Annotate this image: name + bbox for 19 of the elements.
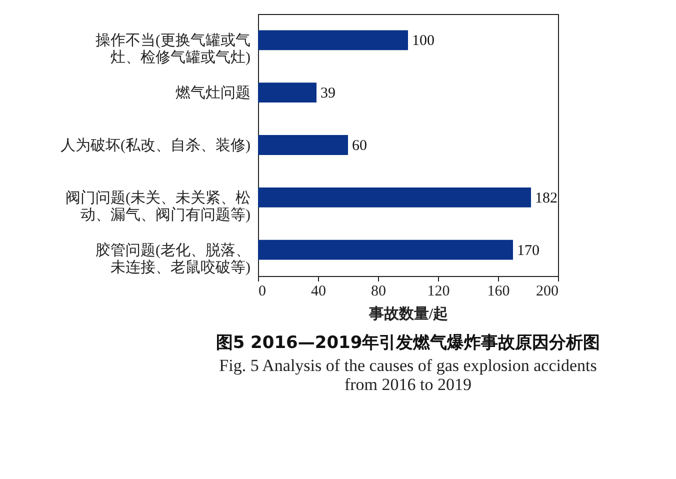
data-label: 60 [352, 138, 367, 154]
x-tick-label: 120 [427, 284, 450, 300]
y-tick-label: 胶管问题(老化、脱落、未连接、老鼠咬破等) [96, 242, 250, 276]
x-tick-label: 0 [258, 284, 266, 300]
x-tick-label: 40 [311, 284, 326, 300]
y-tick-label: 人为破坏(私改、自杀、装修) [60, 137, 250, 154]
x-tick-label: 160 [487, 284, 510, 300]
data-label: 100 [412, 33, 434, 50]
data-label: 170 [517, 242, 540, 259]
text: Fig. 5 Analysis of the causes of gas explosion accidents from 2016 to 2019 [219, 356, 597, 394]
y-tick-label: 操作不当(更换气罐或气灶、检修气罐或气灶) [96, 32, 250, 66]
y-tick-label: 阀门问题(未关、未关紧、松动、漏气、阀门有问题等) [66, 189, 250, 224]
data-label: 39 [320, 86, 336, 102]
y-tick-label: 燃气灶问题 [176, 84, 250, 102]
text: 图5 2016—2019年引发燃气爆炸事故原因分析图 [216, 333, 600, 353]
x-tick-label: 200 [536, 284, 558, 300]
data-label: 182 [535, 190, 558, 206]
x-tick-label: 80 [371, 284, 386, 300]
x-axis-title: 事故数量/起 [368, 306, 448, 322]
